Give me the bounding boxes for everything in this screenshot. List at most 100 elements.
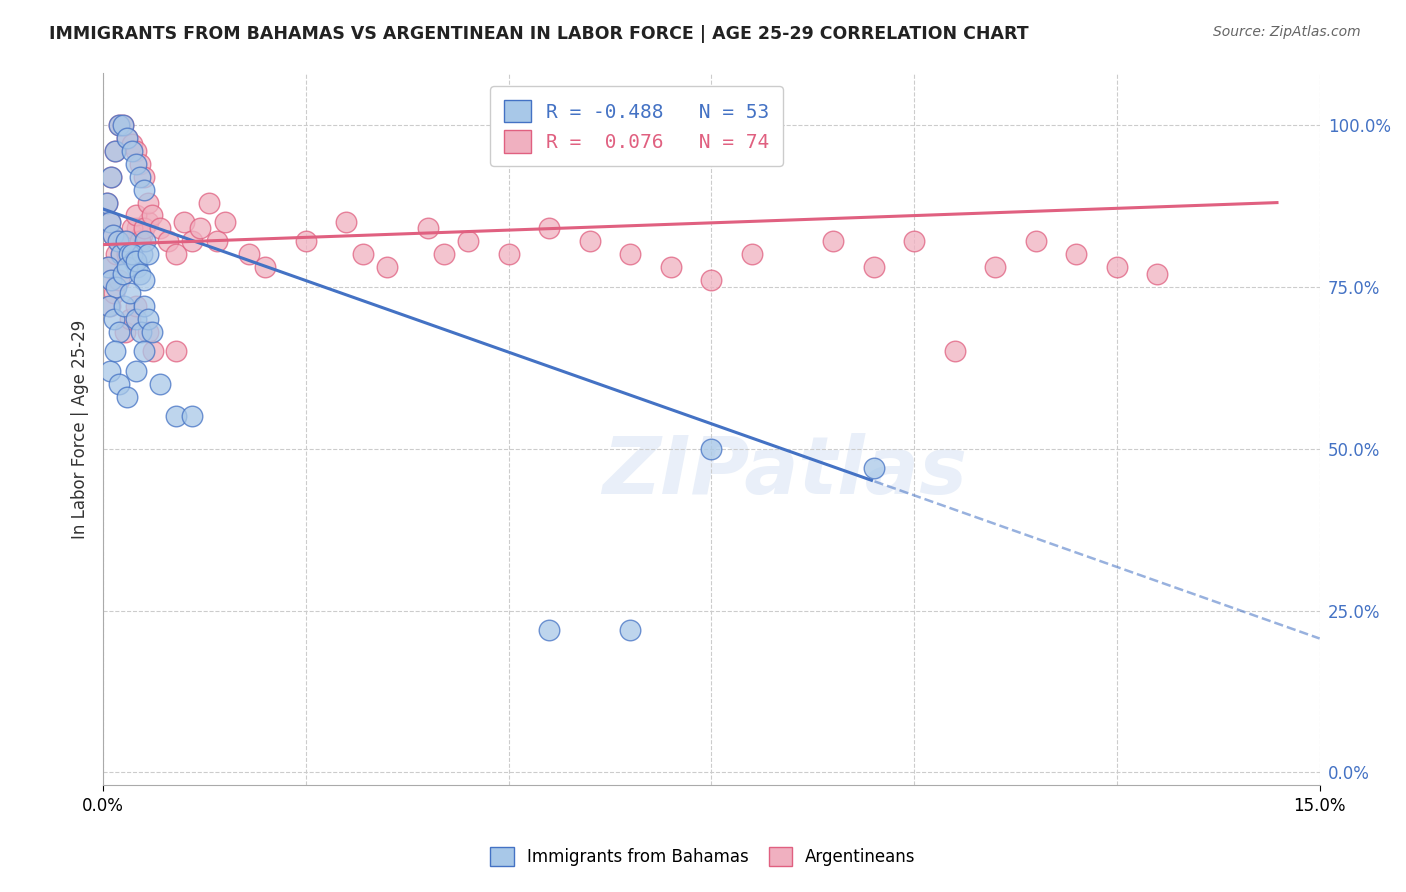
Point [104, 144, 127, 158]
Point [104, 344, 127, 359]
Point [112, 118, 135, 132]
Point [118, 286, 141, 301]
Point [97, 260, 120, 275]
Point [97, 260, 120, 275]
Point [121, 247, 143, 261]
Point [741, 247, 763, 261]
Point [124, 312, 146, 326]
Point [125, 299, 148, 313]
Point [141, 209, 163, 223]
Point [295, 235, 318, 249]
Point [498, 247, 520, 261]
Point [984, 260, 1007, 275]
Point [107, 235, 129, 249]
Point [190, 221, 212, 235]
Point [118, 247, 141, 261]
Point [98, 215, 121, 229]
Point [121, 221, 143, 235]
Point [101, 227, 124, 242]
Point [96, 195, 118, 210]
Point [121, 144, 143, 158]
Point [433, 247, 456, 261]
Point [352, 247, 374, 261]
Point [100, 364, 122, 378]
Point [107, 325, 129, 339]
Point [1146, 267, 1168, 281]
Point [124, 156, 146, 170]
Point [375, 260, 398, 275]
Point [108, 376, 131, 391]
Point [136, 312, 159, 326]
Point [100, 299, 122, 313]
Point [110, 247, 132, 261]
Point [117, 390, 139, 404]
Point [100, 273, 122, 287]
Point [134, 235, 156, 249]
Point [165, 247, 187, 261]
Point [132, 273, 155, 287]
Point [121, 137, 143, 152]
Point [700, 273, 723, 287]
Point [117, 130, 139, 145]
Point [132, 183, 155, 197]
Point [117, 247, 139, 261]
Point [100, 273, 122, 287]
Point [136, 215, 159, 229]
Point [1066, 247, 1088, 261]
Point [862, 260, 884, 275]
Point [100, 169, 122, 184]
Y-axis label: In Labor Force | Age 25-29: In Labor Force | Age 25-29 [72, 319, 89, 539]
Point [107, 235, 129, 249]
Point [903, 235, 925, 249]
Point [238, 247, 260, 261]
Point [416, 221, 439, 235]
Point [128, 169, 150, 184]
Point [129, 235, 152, 249]
Point [156, 235, 179, 249]
Point [335, 215, 357, 229]
Point [104, 144, 127, 158]
Point [821, 235, 844, 249]
Point [619, 247, 641, 261]
Point [117, 260, 139, 275]
Point [165, 409, 187, 424]
Point [197, 195, 219, 210]
Point [110, 247, 132, 261]
Point [118, 312, 141, 326]
Point [205, 235, 228, 249]
Point [149, 376, 172, 391]
Point [862, 461, 884, 475]
Point [578, 235, 600, 249]
Point [98, 215, 121, 229]
Point [173, 215, 195, 229]
Point [122, 235, 145, 249]
Point [129, 325, 152, 339]
Point [131, 227, 153, 242]
Point [142, 344, 165, 359]
Point [115, 235, 138, 249]
Text: IMMIGRANTS FROM BAHAMAS VS ARGENTINEAN IN LABOR FORCE | AGE 25-29 CORRELATION CH: IMMIGRANTS FROM BAHAMAS VS ARGENTINEAN I… [49, 25, 1029, 43]
Point [149, 221, 172, 235]
Point [181, 235, 204, 249]
Point [136, 247, 159, 261]
Point [538, 221, 561, 235]
Point [112, 299, 135, 313]
Point [105, 247, 128, 261]
Point [114, 325, 136, 339]
Point [1105, 260, 1128, 275]
Point [141, 325, 163, 339]
Point [136, 325, 159, 339]
Legend: Immigrants from Bahamas, Argentineans: Immigrants from Bahamas, Argentineans [484, 840, 922, 873]
Point [659, 260, 682, 275]
Legend: R = -0.488   N = 53, R =  0.076   N = 74: R = -0.488 N = 53, R = 0.076 N = 74 [489, 87, 783, 166]
Point [124, 364, 146, 378]
Point [112, 118, 135, 132]
Point [132, 221, 155, 235]
Point [943, 344, 966, 359]
Point [131, 247, 153, 261]
Point [118, 247, 141, 261]
Point [105, 279, 128, 293]
Point [107, 273, 129, 287]
Point [165, 344, 187, 359]
Point [127, 260, 149, 275]
